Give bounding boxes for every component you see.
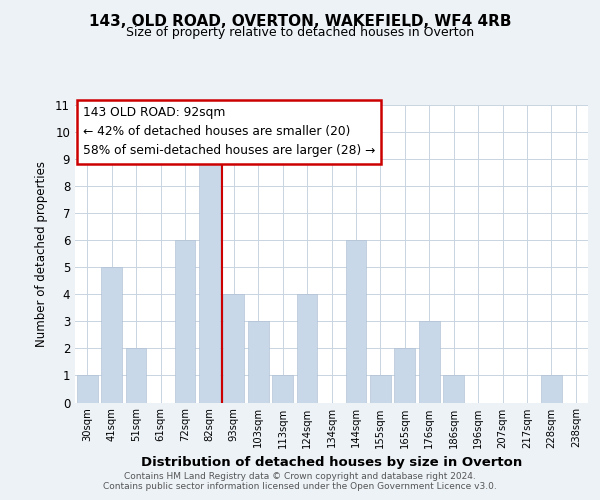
Bar [443, 376, 464, 402]
Bar [223, 294, 244, 403]
X-axis label: Distribution of detached houses by size in Overton: Distribution of detached houses by size … [141, 456, 522, 469]
Bar [394, 348, 415, 403]
Bar [125, 348, 146, 403]
Bar [419, 322, 440, 402]
Bar [370, 376, 391, 402]
Bar [248, 322, 269, 402]
Bar [272, 376, 293, 402]
Text: 143 OLD ROAD: 92sqm
← 42% of detached houses are smaller (20)
58% of semi-detach: 143 OLD ROAD: 92sqm ← 42% of detached ho… [83, 106, 375, 158]
Text: Contains public sector information licensed under the Open Government Licence v3: Contains public sector information licen… [103, 482, 497, 491]
Text: Size of property relative to detached houses in Overton: Size of property relative to detached ho… [126, 26, 474, 39]
Text: Contains HM Land Registry data © Crown copyright and database right 2024.: Contains HM Land Registry data © Crown c… [124, 472, 476, 481]
Bar [175, 240, 196, 402]
Bar [541, 376, 562, 402]
Bar [77, 376, 98, 402]
Text: 143, OLD ROAD, OVERTON, WAKEFIELD, WF4 4RB: 143, OLD ROAD, OVERTON, WAKEFIELD, WF4 4… [89, 14, 511, 29]
Bar [296, 294, 317, 403]
Bar [199, 159, 220, 402]
Bar [101, 268, 122, 402]
Y-axis label: Number of detached properties: Number of detached properties [35, 161, 48, 347]
Bar [346, 240, 367, 402]
